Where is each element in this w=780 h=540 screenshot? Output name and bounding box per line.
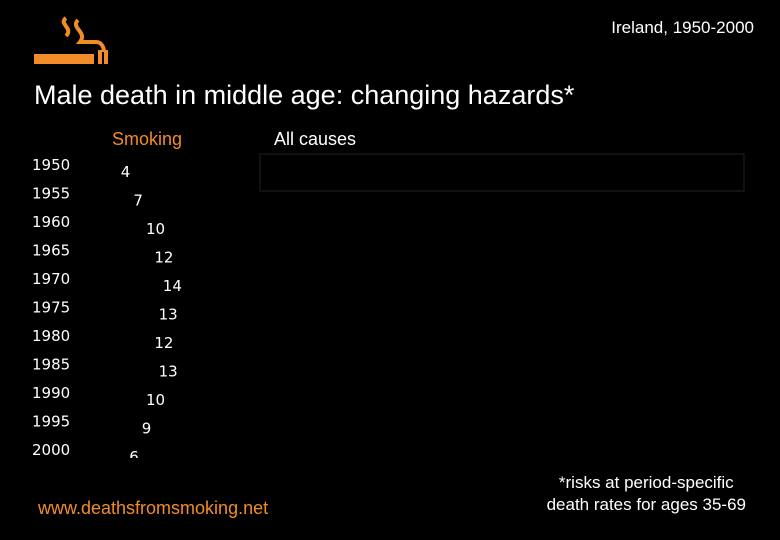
smoking-value-label: 13 bbox=[159, 363, 178, 381]
smoking-value-label: 9 bbox=[142, 420, 152, 438]
legend-all-causes: All causes bbox=[274, 129, 357, 149]
year-label: 1980 bbox=[32, 327, 70, 345]
smoking-value-label: 4 bbox=[121, 163, 131, 181]
footnote: *risks at period-specific death rates fo… bbox=[547, 472, 746, 516]
year-label: 1965 bbox=[32, 242, 70, 260]
year-label: 1950 bbox=[32, 156, 70, 174]
year-label: 1995 bbox=[32, 413, 70, 431]
footnote-line-2: death rates for ages 35-69 bbox=[546, 495, 746, 515]
bar-chart: 1950 4 1955 7 1960 10 1965 12 1970 14 1975 13 1980 12… bbox=[32, 153, 745, 458]
footnote-line-1: *risks at period-specific bbox=[558, 473, 734, 492]
smoking-value-label: 12 bbox=[154, 249, 173, 267]
smoking-value-label: 6 bbox=[129, 448, 139, 458]
website-link[interactable]: www.deathsfromsmoking.net bbox=[38, 498, 269, 518]
smoking-value-label: 7 bbox=[133, 192, 143, 210]
chart-title: Male death in middle age: changing hazar… bbox=[34, 80, 575, 110]
year-label: 2000 bbox=[32, 441, 70, 458]
region-label: Ireland, 1950-2000 bbox=[611, 18, 754, 37]
year-label: 1990 bbox=[32, 384, 70, 402]
year-label: 1975 bbox=[32, 299, 70, 317]
smoking-value-label: 13 bbox=[159, 306, 178, 324]
smoking-value-label: 12 bbox=[154, 334, 173, 352]
year-label: 1985 bbox=[32, 356, 70, 374]
year-label: 1970 bbox=[32, 270, 70, 288]
smoking-cigarette-icon bbox=[34, 16, 108, 64]
legend-smoking: Smoking bbox=[112, 129, 183, 149]
smoking-value-label: 14 bbox=[163, 277, 182, 295]
year-label: 1955 bbox=[32, 185, 70, 203]
chart-frame bbox=[259, 153, 745, 192]
year-label: 1960 bbox=[32, 213, 70, 231]
smoking-value-label: 10 bbox=[146, 220, 165, 238]
smoking-value-label: 10 bbox=[146, 391, 165, 409]
